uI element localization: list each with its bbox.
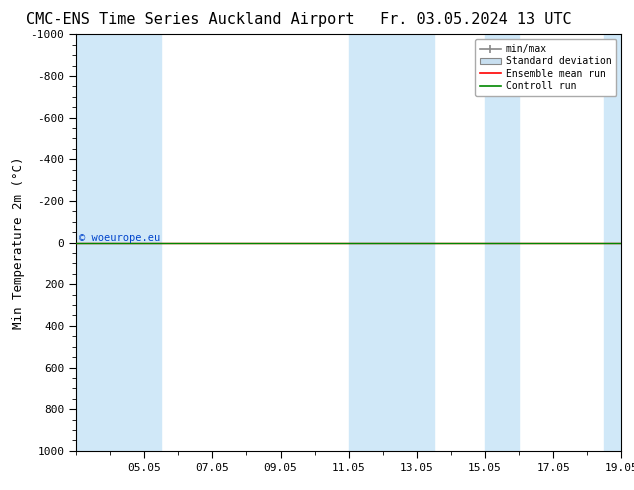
Text: © woeurope.eu: © woeurope.eu [79, 233, 160, 243]
Bar [604, 34, 621, 451]
Text: Fr. 03.05.2024 13 UTC: Fr. 03.05.2024 13 UTC [380, 12, 571, 27]
Y-axis label: Min Temperature 2m (°C): Min Temperature 2m (°C) [12, 156, 25, 329]
Bar [76, 34, 161, 451]
Text: CMC-ENS Time Series Auckland Airport: CMC-ENS Time Series Auckland Airport [26, 12, 354, 27]
Bar [485, 34, 519, 451]
Bar [349, 34, 434, 451]
Legend: min/max, Standard deviation, Ensemble mean run, Controll run: min/max, Standard deviation, Ensemble me… [475, 39, 616, 96]
